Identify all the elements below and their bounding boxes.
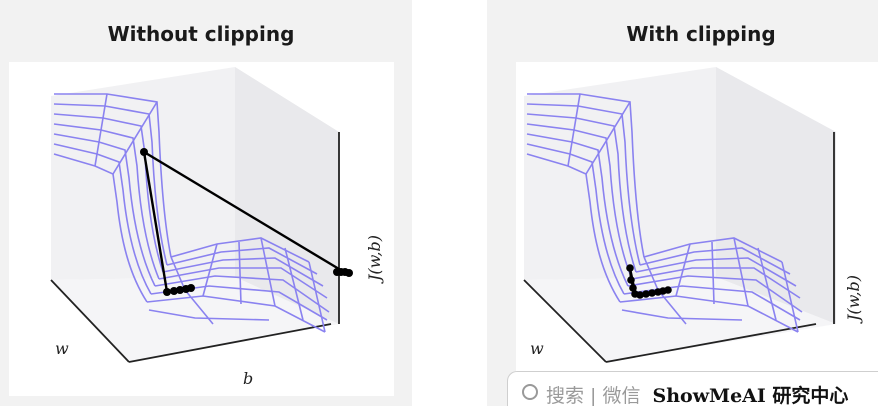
- axis-label-j: J(w,b): [844, 275, 863, 324]
- trajectory-point: [627, 276, 635, 284]
- search-icon[interactable]: [522, 384, 538, 400]
- trajectory-point: [636, 291, 644, 299]
- axis-label-w: w: [530, 339, 544, 358]
- search-brand-label: ShowMeAI 研究中心: [652, 384, 849, 406]
- search-bar[interactable]: 搜索 | 微信 ShowMeAI 研究中心: [507, 371, 878, 406]
- trajectory-point: [345, 269, 353, 277]
- trajectory-point: [629, 284, 637, 292]
- trajectory-point: [648, 289, 656, 297]
- axis-label-j: J(w,b): [365, 235, 384, 284]
- panel-title-without-clipping: Without clipping: [107, 22, 295, 46]
- cliff-surface-mesh: [526, 93, 803, 333]
- plot-with-clipping: w b J(w,b): [516, 62, 878, 396]
- axis-box: [523, 132, 835, 363]
- trajectory-point: [187, 284, 195, 292]
- panel-title-with-clipping: With clipping: [626, 22, 776, 46]
- plot-without-clipping: w b J(w,b): [9, 62, 394, 396]
- search-placeholder[interactable]: 搜索 | 微信: [546, 384, 641, 406]
- trajectory-point: [664, 286, 672, 294]
- axis-label-b: b: [243, 369, 253, 388]
- trajectory-point: [642, 290, 650, 298]
- axis-label-w: w: [55, 339, 69, 358]
- gradient-trajectory-without-clipping: [140, 148, 353, 296]
- trajectory-point: [140, 148, 148, 156]
- trajectory-point: [163, 288, 171, 296]
- trajectory-point: [176, 286, 184, 294]
- trajectory-point: [626, 264, 634, 272]
- gradient-trajectory-with-clipping: [626, 264, 672, 299]
- axis-box: [50, 132, 340, 363]
- trajectory-point: [170, 287, 178, 295]
